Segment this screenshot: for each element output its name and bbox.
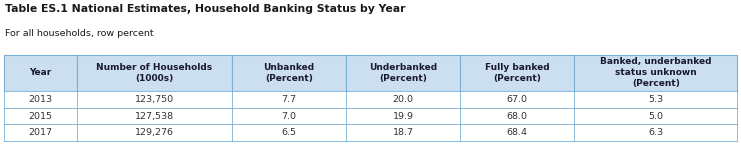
Text: 6.5: 6.5 (282, 128, 296, 137)
Text: Unbanked
(Percent): Unbanked (Percent) (264, 63, 314, 83)
Text: 2013: 2013 (28, 95, 53, 104)
Text: 68.0: 68.0 (507, 112, 528, 121)
Text: 5.3: 5.3 (648, 95, 663, 104)
Text: 7.7: 7.7 (282, 95, 296, 104)
Text: 123,750: 123,750 (135, 95, 174, 104)
Text: 127,538: 127,538 (135, 112, 174, 121)
Text: 2015: 2015 (28, 112, 53, 121)
Text: 20.0: 20.0 (393, 95, 413, 104)
Text: 18.7: 18.7 (393, 128, 413, 137)
Text: 129,276: 129,276 (135, 128, 174, 137)
Text: 7.0: 7.0 (282, 112, 296, 121)
Text: 67.0: 67.0 (507, 95, 528, 104)
Text: Banked, underbanked
status unknown
(Percent): Banked, underbanked status unknown (Perc… (600, 57, 711, 88)
Text: 2017: 2017 (28, 128, 53, 137)
Text: 19.9: 19.9 (393, 112, 413, 121)
Text: 68.4: 68.4 (507, 128, 528, 137)
Text: 6.3: 6.3 (648, 128, 663, 137)
Text: Number of Households
(1000s): Number of Households (1000s) (96, 63, 213, 83)
Text: Year: Year (29, 68, 52, 77)
Text: Fully banked
(Percent): Fully banked (Percent) (485, 63, 550, 83)
Text: Underbanked
(Percent): Underbanked (Percent) (369, 63, 437, 83)
Text: For all households, row percent: For all households, row percent (5, 29, 154, 38)
Text: Table ES.1 National Estimates, Household Banking Status by Year: Table ES.1 National Estimates, Household… (5, 4, 405, 14)
Text: 5.0: 5.0 (648, 112, 663, 121)
